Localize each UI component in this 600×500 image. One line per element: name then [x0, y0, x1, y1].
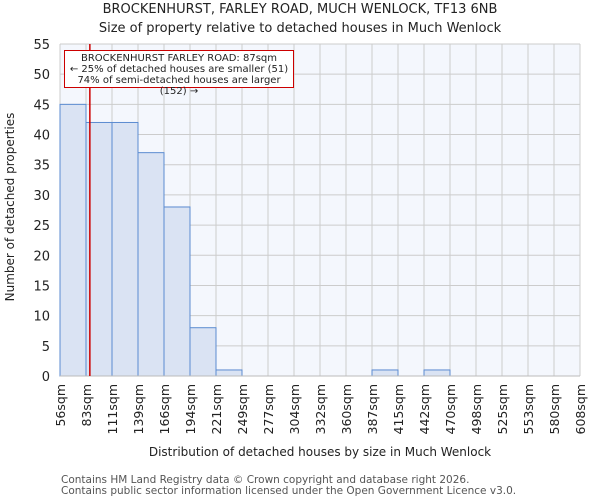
x-tick-label: 525sqm: [495, 384, 510, 434]
y-tick-label: 40: [33, 129, 50, 144]
y-tick-label: 45: [33, 98, 50, 113]
x-tick-label: 277sqm: [261, 384, 276, 434]
x-tick-label: 415sqm: [391, 384, 406, 434]
annotation-line-3: 74% of semi-detached houses are larger (…: [77, 75, 281, 97]
x-tick-label: 304sqm: [287, 384, 302, 434]
y-tick-label: 10: [33, 310, 50, 325]
x-axis-label: Distribution of detached houses by size …: [148, 445, 492, 459]
x-tick-label: 139sqm: [131, 384, 146, 434]
x-tick-label: 387sqm: [365, 384, 380, 434]
x-tick-label: 111sqm: [105, 384, 120, 434]
x-tick-label: 580sqm: [547, 384, 562, 434]
x-tick-label: 194sqm: [183, 384, 198, 434]
x-tick-label: 332sqm: [313, 384, 328, 434]
x-tick-label: 442sqm: [417, 384, 432, 434]
footer-copyright: Contains HM Land Registry data © Crown c…: [61, 474, 470, 486]
x-tick-label: 166sqm: [157, 384, 172, 434]
histogram-bar: [163, 206, 191, 377]
y-tick-label: 25: [33, 219, 50, 234]
histogram-bar: [215, 369, 243, 377]
y-tick-label: 55: [33, 38, 50, 53]
y-axis-label: Number of detached properties: [3, 112, 17, 302]
y-tick-label: 15: [33, 279, 50, 294]
chart-title: BROCKENHURST, FARLEY ROAD, MUCH WENLOCK,…: [102, 2, 498, 17]
histogram-bar: [371, 369, 399, 377]
x-tick-label: 249sqm: [235, 384, 250, 434]
x-tick-label: 221sqm: [209, 384, 224, 434]
y-tick-label: 50: [33, 68, 50, 83]
chart-subtitle: Size of property relative to detached ho…: [98, 21, 502, 36]
x-tick-label: 553sqm: [521, 384, 536, 434]
x-tick-label: 56sqm: [53, 384, 68, 427]
y-tick-label: 20: [33, 249, 50, 264]
x-tick-label: 360sqm: [339, 384, 354, 434]
y-tick-label: 30: [33, 189, 50, 204]
histogram-bar: [59, 103, 87, 377]
x-tick-label: 83sqm: [79, 384, 94, 427]
y-tick-label: 5: [42, 340, 50, 355]
y-tick-label: 0: [42, 370, 50, 385]
annotation-line-1: BROCKENHURST FARLEY ROAD: 87sqm: [81, 53, 277, 64]
histogram-bar: [189, 327, 217, 377]
footer-licence: Contains public sector information licen…: [61, 485, 517, 497]
x-tick-label: 608sqm: [573, 384, 588, 434]
annotation-line-2: ← 25% of detached houses are smaller (51…: [69, 64, 289, 75]
histogram-bar: [111, 121, 139, 377]
y-tick-label: 35: [33, 159, 50, 174]
x-tick-label: 470sqm: [443, 384, 458, 434]
histogram-bar: [137, 152, 165, 377]
x-tick-label: 498sqm: [469, 384, 484, 434]
histogram-bar: [423, 369, 451, 377]
property-annotation: BROCKENHURST FARLEY ROAD: 87sqm ← 25% of…: [64, 50, 294, 97]
